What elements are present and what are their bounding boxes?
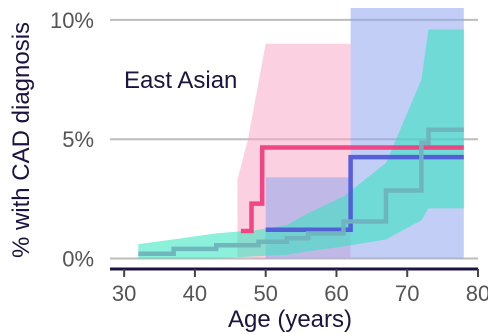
series-1-line: [265, 154, 464, 233]
x-tick-label-0: 30: [112, 281, 136, 306]
series-2-band: [138, 29, 464, 259]
axis-layer: 0% 5% 10% 30 40 50 60 70 80: [50, 8, 488, 306]
x-tick-label-5: 80: [466, 281, 488, 306]
series-2-line: [138, 127, 464, 256]
x-tick-label-4: 70: [395, 281, 419, 306]
group-annotation: East Asian: [124, 67, 237, 94]
x-tick-label-3: 60: [324, 281, 348, 306]
series-0-line: [240, 145, 464, 234]
y-tick-label-0: 0%: [62, 246, 94, 271]
y-tick-label-2: 10%: [50, 8, 94, 33]
band-layer: [138, 8, 464, 259]
x-tick-label-2: 50: [253, 281, 277, 306]
line-layer: [138, 127, 464, 256]
y-axis-title: % with CAD diagnosis: [8, 22, 35, 258]
y-tick-label-1: 5%: [62, 127, 94, 152]
x-axis-title: Age (years): [228, 306, 352, 333]
x-tick-label-1: 40: [183, 281, 207, 306]
